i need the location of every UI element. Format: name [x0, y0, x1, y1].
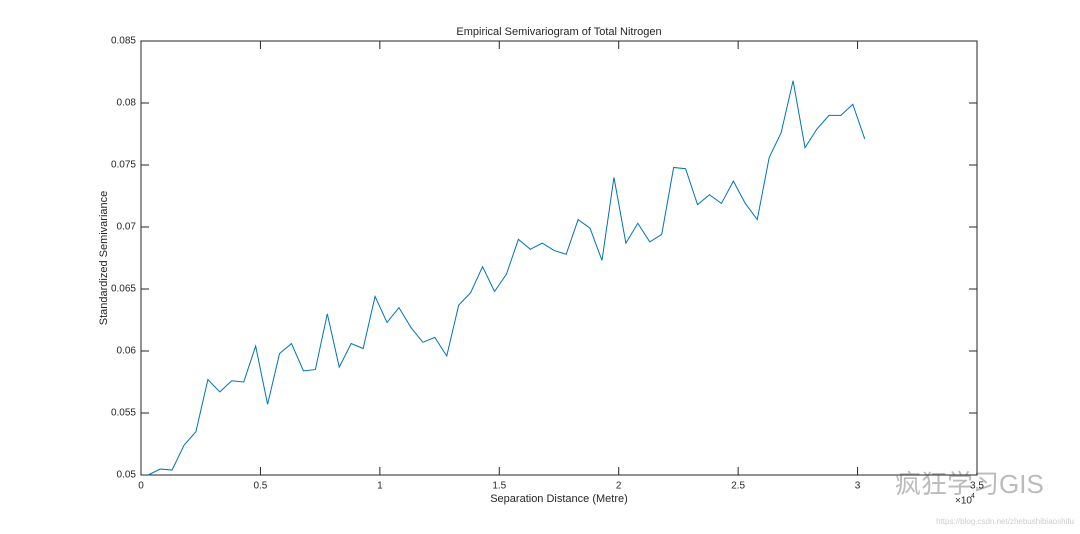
y-tick-label: 0.05 [117, 470, 137, 481]
x-tick-label: 0.5 [253, 481, 267, 492]
x-tick-label: 0 [138, 481, 144, 492]
y-tick-label: 0.08 [117, 98, 137, 109]
x-multiplier: ×10 [955, 496, 972, 507]
x-tick-label: 2.5 [731, 481, 745, 492]
y-tick-label: 0.085 [111, 36, 136, 47]
chart-title: Empirical Semivariogram of Total Nitroge… [456, 26, 661, 38]
y-tick-label: 0.07 [117, 222, 137, 233]
y-tick-label: 0.055 [111, 408, 136, 419]
x-tick-label: 3.5 [970, 481, 984, 492]
y-tick-label: 0.06 [117, 346, 137, 357]
x-tick-label: 2 [616, 481, 622, 492]
x-axis-label: Separation Distance (Metre) [490, 493, 628, 505]
x-multiplier-exponent: 4 [971, 493, 975, 500]
x-tick-label: 1.5 [492, 481, 506, 492]
y-axis-label: Standardized Semivariance [98, 191, 110, 326]
data-line [147, 80, 866, 476]
url: https://blog.csdn.net/zhebushibiaoshifu [936, 517, 1074, 526]
y-tick-label: 0.065 [111, 284, 136, 295]
watermark: 疯狂学习GIS [895, 469, 1044, 499]
y-tick-label: 0.075 [111, 160, 136, 171]
x-tick-label: 3 [855, 481, 861, 492]
x-tick-label: 1 [377, 481, 383, 492]
plot-area [140, 40, 978, 476]
